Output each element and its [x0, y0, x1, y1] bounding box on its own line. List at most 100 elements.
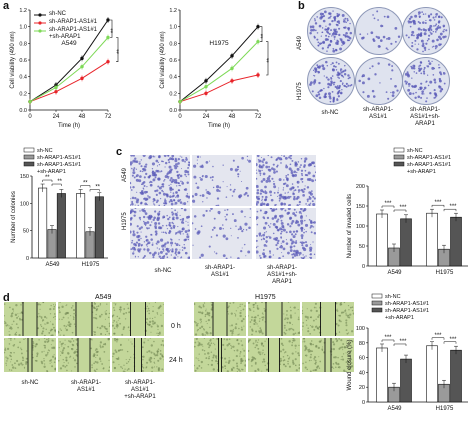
- cell-dot: [269, 252, 271, 254]
- cell-dot: [108, 359, 110, 361]
- cell-dot: [135, 178, 139, 182]
- panel-letter-c: c: [116, 146, 123, 158]
- sig-label: **: [261, 33, 267, 38]
- colony-dot: [320, 35, 322, 37]
- cell-dot: [184, 173, 187, 176]
- cell-dot: [195, 338, 198, 340]
- series-line: [179, 26, 259, 103]
- transwell-image: [192, 155, 252, 206]
- colony-dot: [331, 19, 334, 23]
- chart-title: A549: [61, 40, 77, 47]
- cell-dot: [245, 229, 248, 231]
- cell-dot: [114, 339, 117, 342]
- cell-dot: [170, 238, 173, 241]
- colony-dot: [334, 85, 337, 89]
- cell-dot: [275, 226, 278, 229]
- cell-dot: [269, 190, 272, 194]
- cell-dot: [36, 355, 38, 358]
- cell-dot: [112, 314, 115, 316]
- cell-dot: [172, 216, 175, 219]
- cell-dot: [235, 314, 237, 316]
- cell-dot: [235, 355, 238, 358]
- cell-dot: [293, 170, 297, 174]
- colony-dot: [322, 67, 326, 71]
- col-label-d-rescue-3: +sh-ARAP1: [124, 394, 156, 400]
- cell-dot: [259, 256, 262, 259]
- cell-dot: [289, 322, 292, 325]
- cell-dot: [5, 362, 7, 365]
- cell-dot: [10, 314, 13, 318]
- cell-dot: [171, 195, 174, 198]
- cell-dot: [216, 358, 218, 360]
- cell-dot: [243, 355, 245, 357]
- cell-dot: [296, 181, 299, 183]
- cell-dot: [217, 210, 221, 214]
- colony-dot: [410, 33, 414, 37]
- cell-dot: [294, 332, 297, 335]
- cell-dot: [284, 197, 287, 200]
- cell-dot: [42, 302, 45, 304]
- cell-dot: [305, 203, 307, 205]
- cell-dot: [147, 216, 151, 220]
- cell-dot: [4, 348, 7, 351]
- cell-dot: [345, 312, 347, 314]
- cell-dot: [198, 305, 201, 308]
- cell-dot: [130, 204, 132, 206]
- cell-dot: [145, 172, 148, 176]
- cell-dot: [197, 230, 201, 234]
- cell-dot: [301, 174, 303, 177]
- cell-dot: [161, 160, 163, 163]
- cell-dot: [303, 340, 306, 343]
- cell-dot: [232, 159, 235, 162]
- x-tick-label: 0: [28, 114, 32, 120]
- cell-dot: [216, 197, 220, 200]
- cell-dot: [137, 244, 140, 247]
- cell-dot: [124, 318, 127, 320]
- cell-dot: [113, 338, 116, 340]
- colony-dot: [423, 88, 425, 91]
- cell-dot: [62, 316, 65, 319]
- cell-dot: [137, 204, 139, 206]
- cell-dot: [64, 344, 66, 346]
- legend-viability: sh-NC sh-ARAP1-AS1#1 sh-ARAP1-AS1#1 +sh-…: [32, 10, 142, 50]
- colony-dot: [342, 76, 345, 78]
- cell-dot: [162, 224, 164, 227]
- colony-dot: [433, 78, 436, 82]
- cell-dot: [154, 231, 156, 233]
- cell-dot: [155, 201, 158, 204]
- cell-dot: [166, 214, 168, 217]
- cell-dot: [194, 192, 198, 196]
- cell-dot: [232, 213, 234, 216]
- cell-dot: [290, 327, 292, 330]
- legend-label: +sh-ARAP1: [37, 169, 66, 175]
- cell-dot: [208, 245, 211, 248]
- y-axis-label: Cell viability (490 nm): [160, 31, 166, 88]
- colony-dot: [433, 97, 436, 99]
- cell-dot: [93, 316, 95, 319]
- cell-dot: [230, 235, 232, 237]
- cell-dot: [240, 362, 242, 365]
- cell-dot: [268, 235, 270, 238]
- colony-dot: [348, 76, 351, 79]
- cell-dot: [12, 310, 15, 312]
- cell-dot: [254, 362, 257, 365]
- cell-dot: [155, 353, 159, 357]
- cell-dot: [187, 238, 190, 241]
- cell-dot: [112, 355, 114, 358]
- cell-dot: [217, 369, 219, 371]
- cell-dot: [165, 193, 169, 197]
- legend-swatch: [371, 293, 383, 299]
- cell-dot: [121, 349, 124, 351]
- colony-dot: [318, 65, 322, 68]
- cell-dot: [302, 321, 305, 324]
- colony-dot: [428, 62, 432, 66]
- cell-dot: [232, 359, 235, 362]
- sig-label: **: [267, 57, 273, 62]
- cell-dot: [225, 237, 229, 241]
- cell-dot: [40, 324, 42, 326]
- cell-dot: [212, 356, 215, 359]
- cell-dot: [90, 347, 93, 350]
- cell-dot: [32, 344, 35, 347]
- cell-dot: [255, 341, 257, 343]
- cell-dot: [283, 313, 285, 315]
